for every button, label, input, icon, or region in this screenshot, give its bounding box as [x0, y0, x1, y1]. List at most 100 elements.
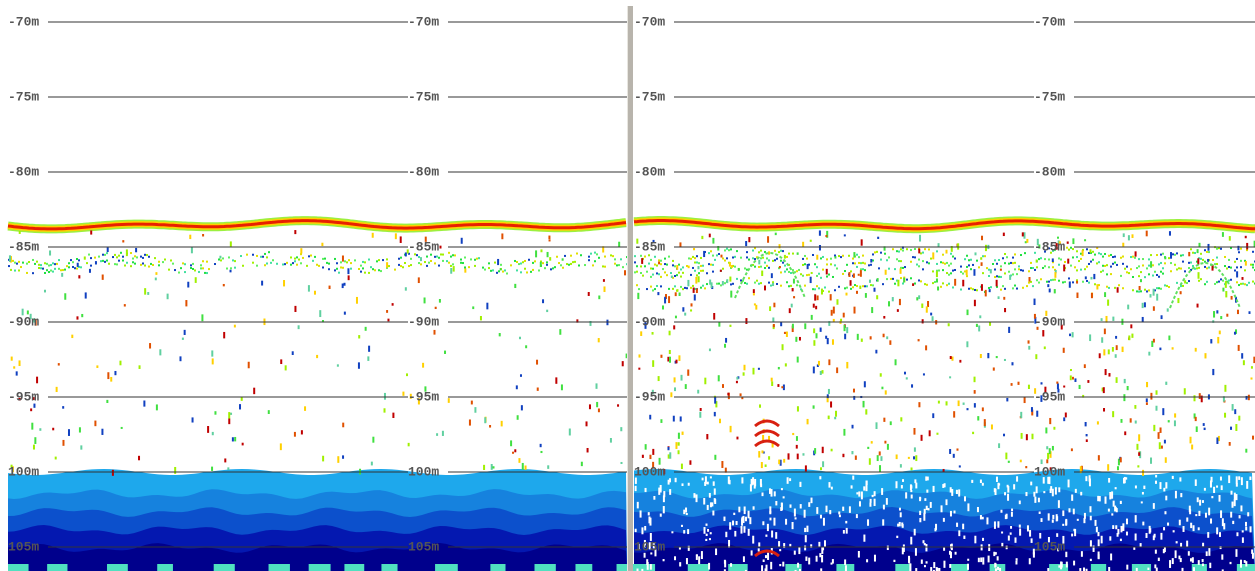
echo-dot	[1122, 262, 1124, 265]
noise	[423, 297, 426, 304]
echo-dot	[926, 283, 928, 286]
bottom-echo	[785, 564, 802, 571]
echo-dot	[132, 261, 134, 264]
speckle	[1216, 527, 1219, 535]
echo-dot	[792, 252, 794, 255]
noise	[1111, 347, 1114, 352]
speckle	[1196, 497, 1199, 503]
noise	[832, 306, 835, 314]
noise	[1036, 410, 1039, 417]
noise	[792, 278, 795, 284]
speckle	[925, 544, 928, 552]
speckle	[1240, 559, 1243, 568]
speckle	[703, 527, 706, 534]
echo-dot	[1042, 266, 1044, 269]
speckle	[1035, 486, 1038, 494]
noise	[899, 464, 902, 468]
echo-dot	[802, 274, 804, 277]
speckle	[902, 479, 905, 482]
echo-dot	[1014, 268, 1016, 271]
speckle	[1047, 476, 1050, 484]
noise	[1006, 397, 1009, 402]
speckle	[659, 513, 662, 517]
noise	[1053, 289, 1056, 294]
speckle	[1231, 501, 1234, 508]
speckle	[981, 482, 984, 486]
speckle	[769, 506, 772, 514]
noise	[1253, 240, 1255, 248]
noise	[10, 464, 13, 469]
speckle	[1116, 532, 1119, 537]
echo-dot	[360, 270, 362, 273]
bottom-echo	[381, 564, 398, 571]
bottom-echo	[575, 564, 593, 571]
noise	[406, 373, 409, 377]
echo-dot	[460, 258, 462, 261]
echo-dot	[1110, 253, 1112, 256]
noise	[294, 230, 297, 235]
echo-dot	[950, 272, 952, 275]
echo-dot	[58, 267, 60, 270]
noise	[94, 420, 97, 427]
noise	[67, 429, 70, 436]
noise	[343, 311, 346, 315]
noise	[561, 258, 564, 261]
noise	[660, 354, 663, 358]
noise	[674, 292, 677, 297]
speckle	[1208, 507, 1211, 516]
noise	[788, 308, 791, 314]
echo-dot	[716, 282, 718, 285]
noise	[1142, 469, 1145, 476]
depth-label: 105m	[8, 539, 39, 554]
noise	[1089, 249, 1092, 253]
noise	[636, 238, 639, 244]
speckle	[1114, 487, 1117, 490]
echo-dot	[950, 252, 952, 255]
echo-dot	[570, 262, 572, 265]
noise	[1058, 241, 1061, 244]
echo-dot	[1190, 248, 1192, 251]
echo-dot	[906, 278, 908, 281]
noise	[832, 318, 835, 323]
echo-dot	[758, 265, 760, 268]
speckle	[1019, 528, 1022, 536]
echo-dot	[1028, 281, 1030, 284]
noise	[949, 376, 952, 379]
echo-dot	[1208, 266, 1210, 269]
echo-dot	[756, 256, 758, 259]
echo-dot	[1050, 251, 1052, 254]
echo-dot	[914, 282, 916, 285]
noise	[657, 376, 660, 382]
echo-dot	[1176, 281, 1178, 284]
echo-dot	[492, 269, 494, 272]
speckle	[942, 484, 945, 488]
echo-dot	[636, 284, 638, 287]
echo-dot	[1060, 258, 1062, 261]
depth-label: -80m	[408, 164, 439, 179]
echo-dot	[784, 270, 786, 273]
echo-dot	[494, 261, 496, 264]
echo-dot	[902, 249, 904, 252]
speckle	[902, 544, 905, 552]
speckle	[1167, 522, 1170, 526]
echo-dot	[520, 262, 522, 265]
noise	[1036, 238, 1039, 246]
noise	[713, 411, 716, 417]
bottom-echo	[950, 564, 969, 571]
noise	[1040, 395, 1043, 402]
echo-dot	[742, 279, 744, 282]
noise	[706, 434, 709, 440]
noise	[932, 252, 935, 260]
echo-dot	[430, 253, 432, 256]
noise	[417, 277, 420, 284]
noise	[1019, 459, 1022, 463]
noise	[816, 254, 819, 260]
echo-dot	[776, 257, 778, 260]
speckle	[1211, 495, 1214, 499]
echo-dot	[676, 274, 678, 277]
echo-dot	[334, 269, 336, 272]
speckle	[705, 533, 708, 537]
speckle	[1251, 552, 1254, 559]
echo-dot	[204, 271, 206, 274]
noise	[883, 315, 886, 319]
